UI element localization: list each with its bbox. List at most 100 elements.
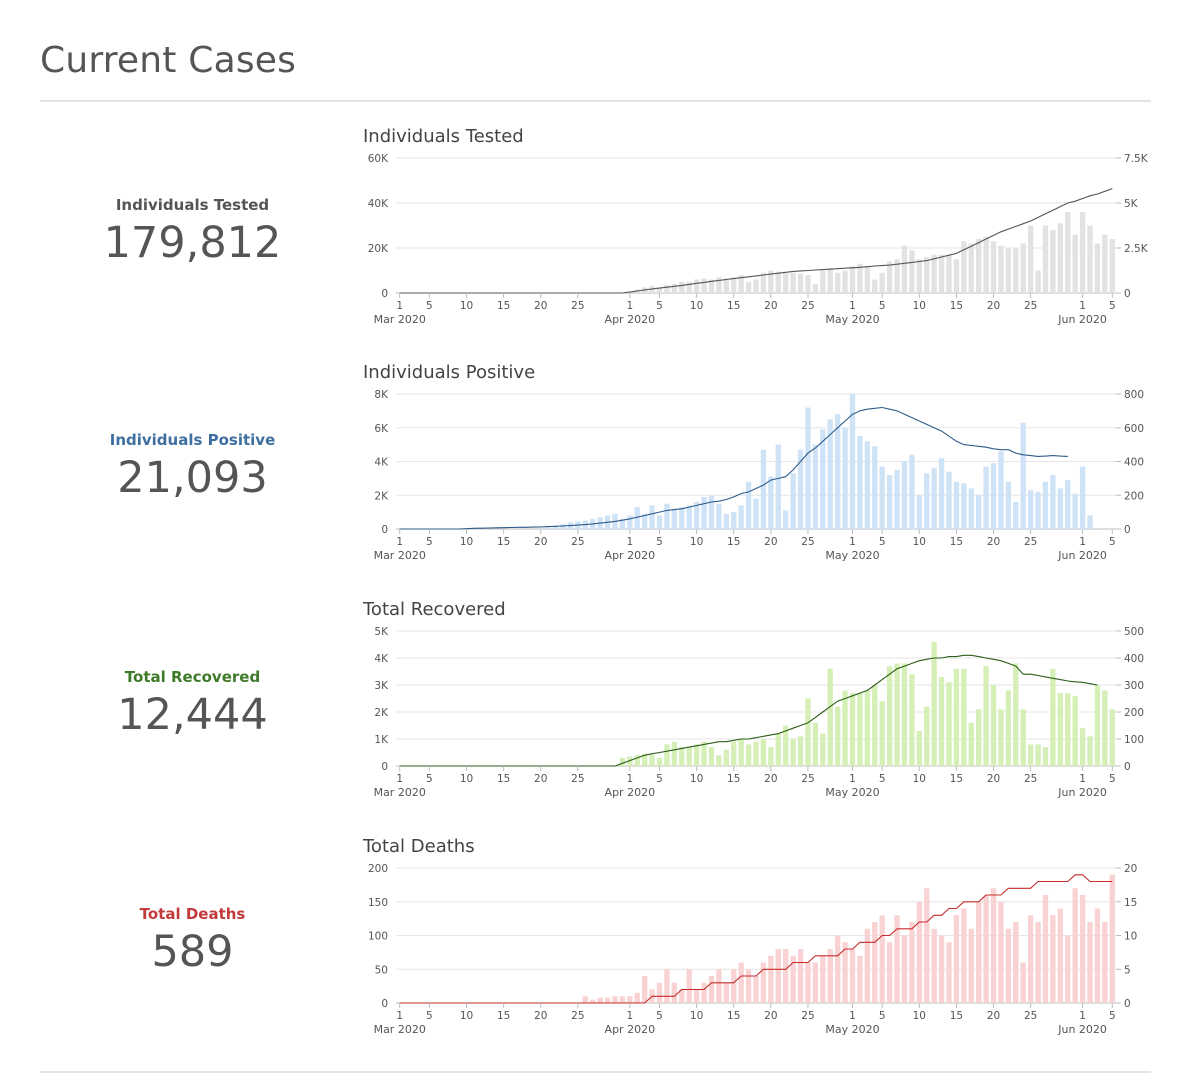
trend-line — [399, 654, 1098, 767]
stat-label: Total Deaths — [139, 905, 246, 923]
x-tick-label: 10 — [460, 536, 473, 548]
bar — [990, 463, 997, 529]
bar — [627, 515, 633, 529]
bar — [1013, 663, 1019, 766]
bar — [968, 243, 974, 293]
stat-total-recovered: Total Recovered 12,444 — [80, 668, 305, 740]
x-tick-label: 1 — [849, 300, 856, 312]
bar — [656, 515, 663, 529]
x-tick-label: 25 — [571, 536, 584, 548]
x-month-label: Apr 2020 — [605, 1023, 656, 1036]
x-month-label: Mar 2020 — [374, 1023, 426, 1036]
y-left-tick-label: 2K — [374, 707, 389, 719]
bar — [1079, 212, 1086, 293]
bar — [1005, 248, 1012, 293]
bar — [834, 706, 841, 766]
bar — [783, 725, 789, 766]
bar — [953, 668, 960, 766]
y-right-tick-label: 300 — [1124, 680, 1144, 692]
bar — [834, 272, 841, 293]
bar — [753, 498, 759, 529]
bar — [686, 747, 692, 766]
y-right-tick-label: 0 — [1124, 288, 1131, 300]
x-tick-label: 5 — [426, 536, 433, 548]
bar — [931, 254, 937, 293]
bar — [857, 693, 863, 766]
bar — [731, 277, 737, 293]
bar — [1065, 693, 1071, 766]
bar — [931, 641, 937, 766]
bar — [545, 527, 551, 529]
x-month-label: Apr 2020 — [605, 313, 656, 326]
bar — [701, 741, 707, 766]
bar — [641, 753, 648, 766]
bar — [827, 268, 833, 293]
bar — [745, 744, 752, 766]
x-tick-label: 25 — [801, 536, 814, 548]
x-month-label: Apr 2020 — [605, 549, 656, 562]
stat-label: Individuals Tested — [115, 196, 270, 214]
bar — [946, 682, 952, 766]
bar — [590, 999, 596, 1003]
chart-title: Individuals Tested — [363, 126, 524, 147]
x-tick-label: 1 — [626, 300, 633, 312]
y-left-tick-label: 4K — [374, 457, 389, 469]
x-tick-label: 1 — [626, 773, 633, 785]
x-tick-label: 5 — [879, 773, 886, 785]
bar — [1050, 668, 1056, 766]
bar — [604, 997, 611, 1003]
x-tick-label: 10 — [690, 773, 703, 785]
bar — [805, 407, 811, 529]
x-month-label: Jun 2020 — [1057, 786, 1107, 799]
bar — [842, 942, 848, 1003]
bar — [864, 928, 871, 1003]
bar — [797, 449, 804, 529]
bar — [1102, 690, 1108, 766]
bar — [634, 507, 640, 529]
bar — [708, 976, 715, 1003]
x-tick-label: 10 — [690, 300, 703, 312]
bar — [924, 257, 930, 293]
bar — [612, 996, 618, 1003]
bar — [968, 928, 974, 1003]
bar — [916, 730, 922, 766]
bar — [619, 518, 626, 529]
x-tick-label: 15 — [497, 300, 510, 312]
bar — [768, 476, 774, 529]
bar — [1087, 515, 1093, 529]
x-tick-label: 1 — [396, 536, 403, 548]
bar — [834, 414, 841, 529]
stat-value: 12,444 — [117, 690, 268, 740]
y-left-tick-label: 1K — [374, 734, 389, 746]
x-tick-label: 20 — [534, 536, 547, 548]
chart-individuals-positive: Individuals Positive 0 2K 4K 6K 8K 0 200 400 600 8… — [340, 358, 1160, 588]
bar — [1027, 744, 1034, 766]
x-month-label: Jun 2020 — [1057, 313, 1107, 326]
bar — [1057, 908, 1064, 1003]
bar — [961, 908, 967, 1003]
bar — [790, 955, 796, 1003]
bar — [1102, 922, 1108, 1003]
bar — [1094, 908, 1101, 1003]
bar — [731, 512, 737, 529]
y-left-tick-label: 5K — [374, 626, 389, 638]
x-tick-label: 10 — [460, 300, 473, 312]
bar — [1057, 693, 1064, 766]
bar — [820, 955, 826, 1003]
bar — [708, 279, 715, 293]
bar — [976, 901, 982, 1003]
y-left-tick-label: 40K — [368, 198, 389, 210]
bar — [864, 441, 871, 529]
x-tick-label: 25 — [1024, 536, 1037, 548]
bar — [1079, 466, 1086, 529]
y-left-tick-label: 6K — [374, 423, 389, 435]
page-title: Current Cases — [40, 40, 297, 81]
y-right-tick-label: 0 — [1124, 998, 1131, 1010]
x-tick-label: 10 — [913, 300, 926, 312]
bar — [1087, 922, 1093, 1003]
bar — [656, 287, 663, 293]
y-right-tick-label: 400 — [1124, 457, 1144, 469]
bar — [901, 663, 908, 766]
bar — [909, 922, 915, 1003]
x-month-label: May 2020 — [825, 313, 879, 326]
